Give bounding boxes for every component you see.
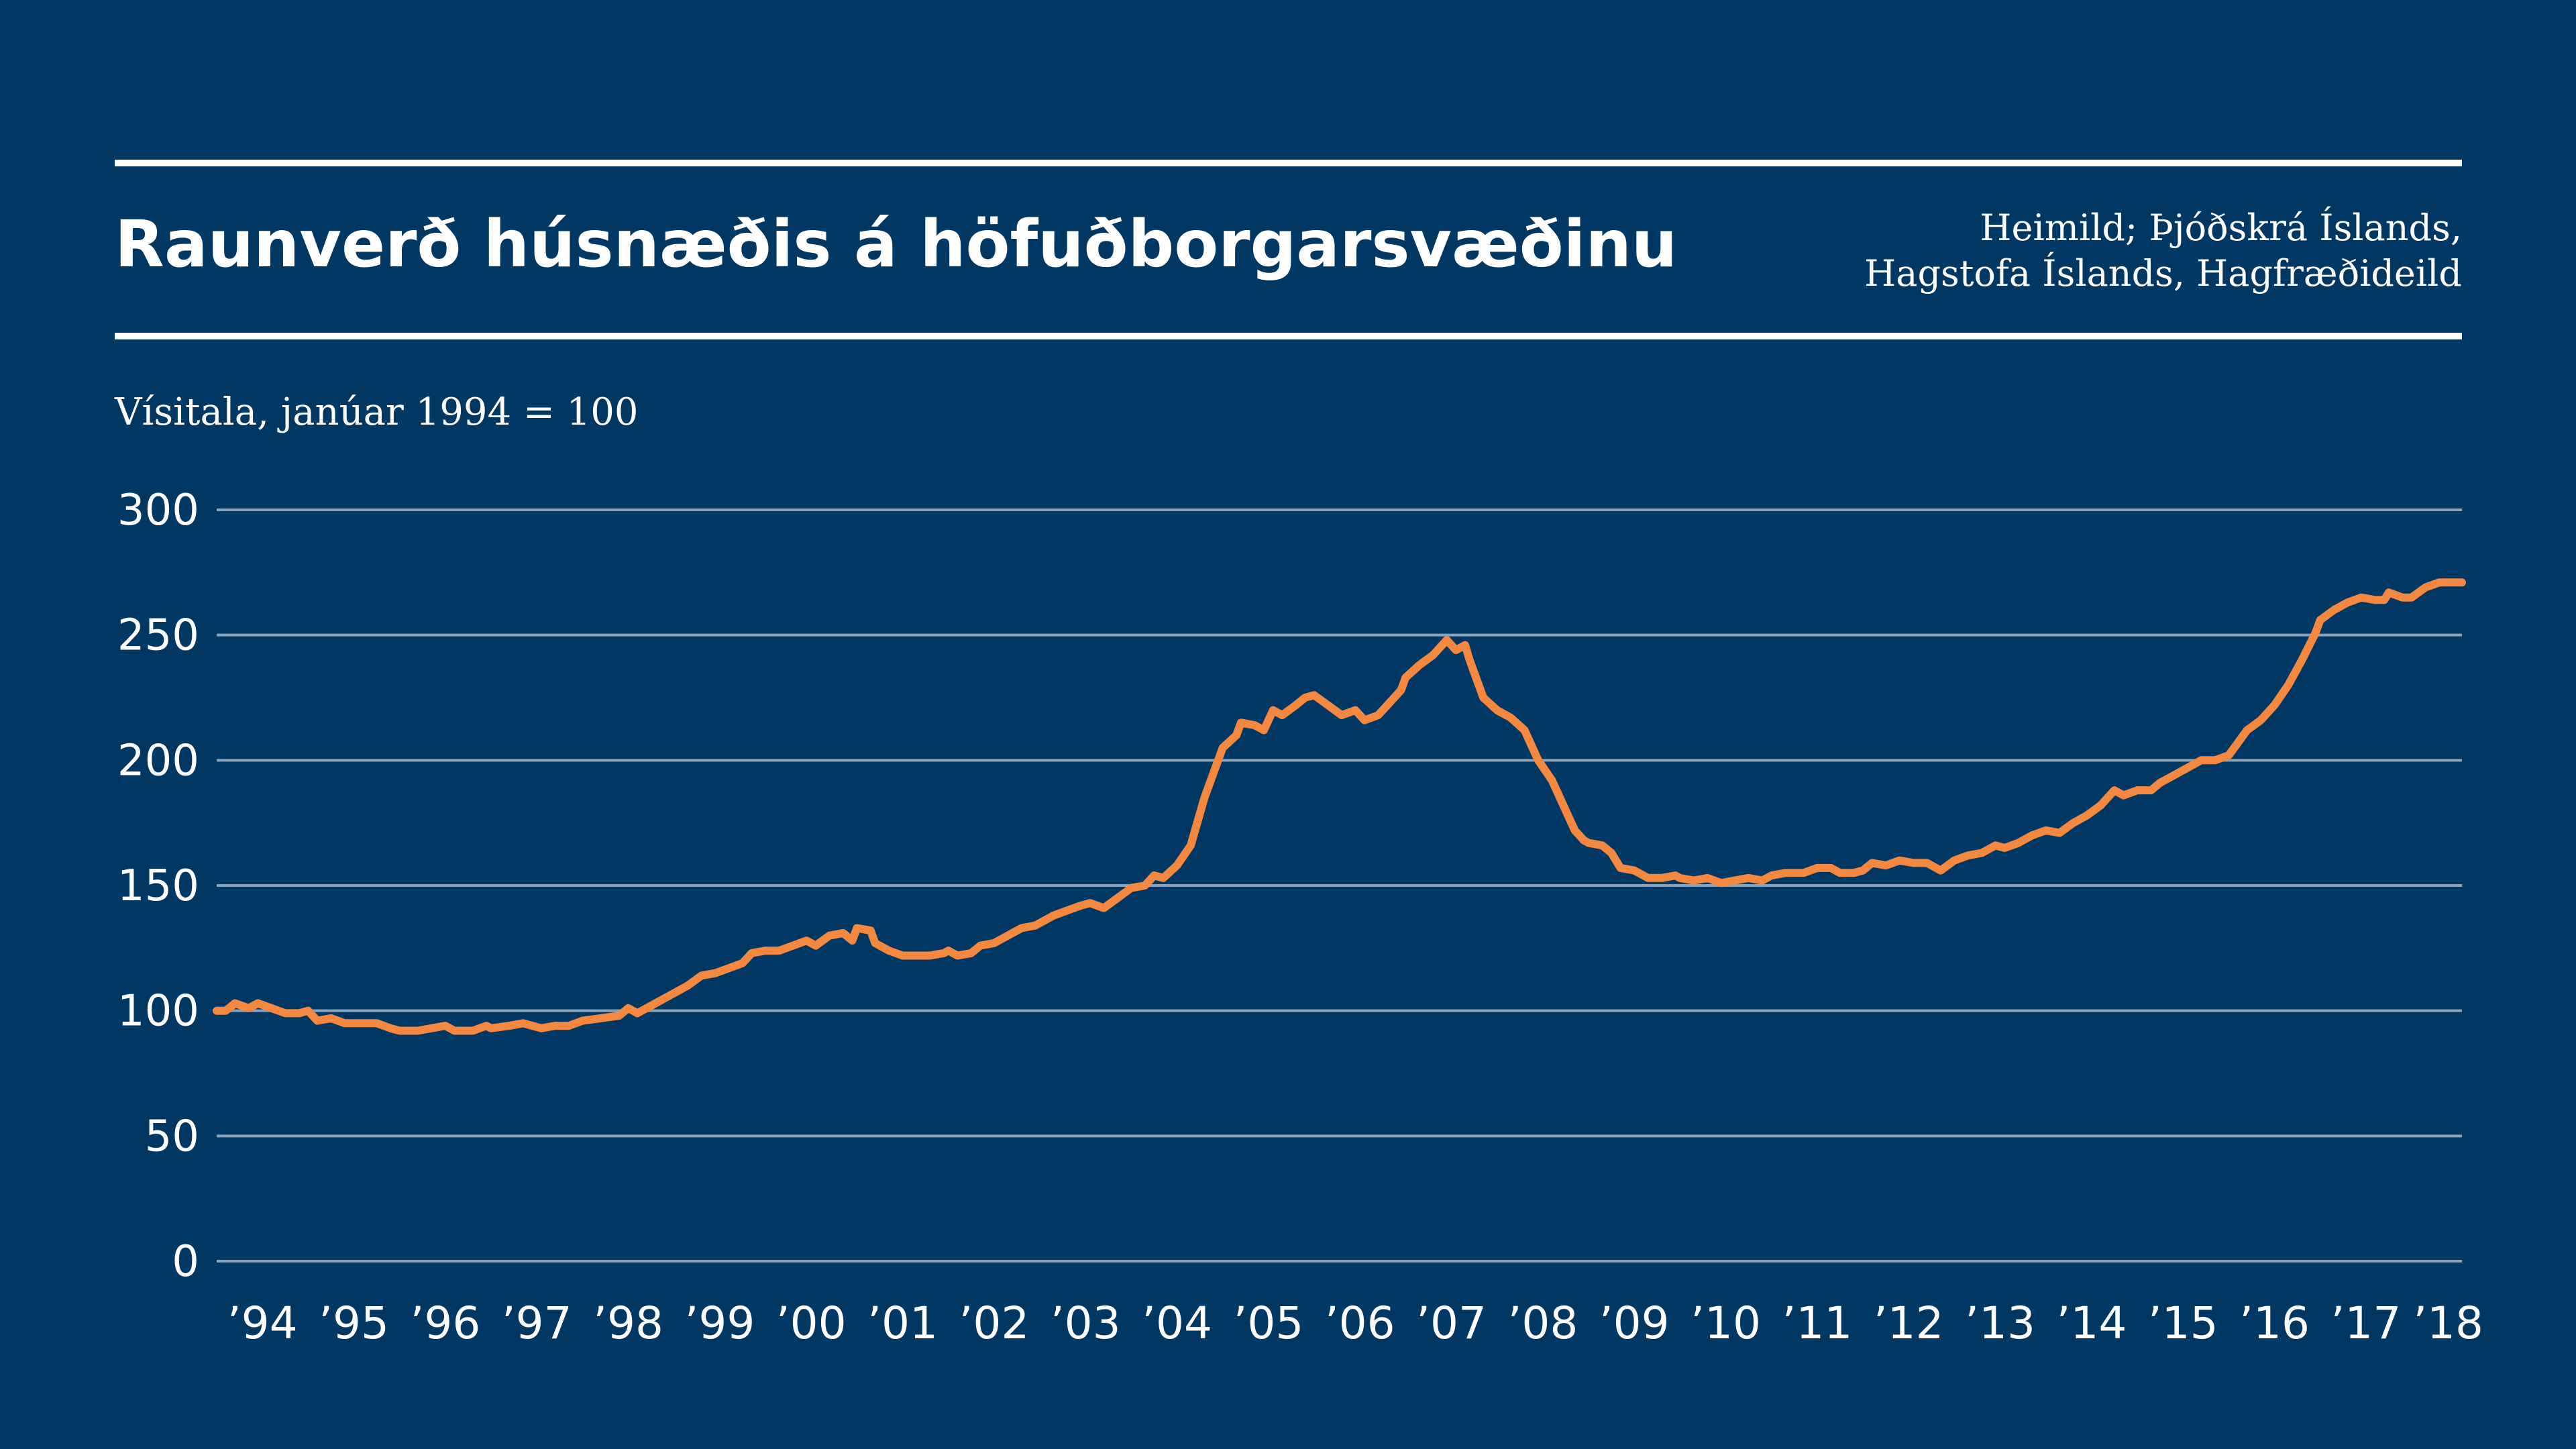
- x-tick-label: ’10: [1690, 1297, 1761, 1349]
- x-tick-label: ’97: [502, 1297, 572, 1349]
- x-tick-label: ’98: [593, 1297, 663, 1349]
- grid-lines: [217, 508, 2462, 1263]
- x-tick-label: ’01: [867, 1297, 938, 1349]
- source-line-2: Hagstofa Íslands, Hagfræðideild: [1864, 252, 2462, 294]
- y-tick-label: 50: [145, 1112, 199, 1161]
- x-tick-label: ’06: [1325, 1297, 1395, 1349]
- x-tick-labels: ’94 ’95 ’96 ’97 ’98 ’99 ’00 ’01 ’02 ’03 ’04 ’05 ’06 ’…: [227, 1297, 2483, 1349]
- series-layer: [213, 578, 2466, 1035]
- chart-title: Raunverð húsnæðis á höfuðborgarsvæðinu: [115, 207, 1678, 282]
- x-tick-label: ’07: [1416, 1297, 1487, 1349]
- x-tick-label: ’16: [2239, 1297, 2310, 1349]
- x-tick-label: ’94: [227, 1297, 298, 1349]
- y-tick-label: 200: [117, 736, 199, 786]
- x-tick-label: ’00: [776, 1297, 847, 1349]
- x-tick-label: ’95: [319, 1297, 389, 1349]
- y-tick-label: 250: [117, 611, 199, 661]
- x-tick-label: ’99: [684, 1297, 755, 1349]
- x-tick-label: ’15: [2148, 1297, 2218, 1349]
- x-tick-label: ’13: [1965, 1297, 2035, 1349]
- y-tick-label: 300: [117, 486, 199, 535]
- y-axis-label: Vísitala, janúar 1994 = 100: [115, 390, 639, 434]
- y-tick-labels: 0 50 100 150 200 250 300: [117, 486, 199, 1287]
- y-tick-label: 0: [172, 1237, 199, 1287]
- source-line-1: Heimild; Þjóðskrá Íslands,: [1980, 207, 2462, 249]
- x-tick-label: ’96: [410, 1297, 480, 1349]
- x-tick-label: ’08: [1507, 1297, 1578, 1349]
- x-tick-label: ’18: [2413, 1297, 2483, 1349]
- x-tick-label: ’09: [1599, 1297, 1670, 1349]
- x-tick-label: ’04: [1142, 1297, 1212, 1349]
- x-tick-label: ’03: [1051, 1297, 1121, 1349]
- y-tick-label: 100: [117, 987, 199, 1036]
- y-tick-label: 150: [117, 861, 199, 911]
- x-tick-label: ’12: [1874, 1297, 1944, 1349]
- x-tick-label: ’11: [1782, 1297, 1852, 1349]
- x-tick-label: ’05: [1233, 1297, 1303, 1349]
- top-rule: [115, 160, 2462, 166]
- source-note: Heimild; Þjóðskrá Íslands, Hagstofa Ísla…: [1657, 205, 2462, 297]
- x-tick-label: ’17: [2330, 1297, 2401, 1349]
- x-tick-label: ’02: [959, 1297, 1029, 1349]
- x-tick-label: ’14: [2056, 1297, 2127, 1349]
- bottom-rule: [115, 333, 2462, 339]
- series-line: [213, 578, 2466, 1035]
